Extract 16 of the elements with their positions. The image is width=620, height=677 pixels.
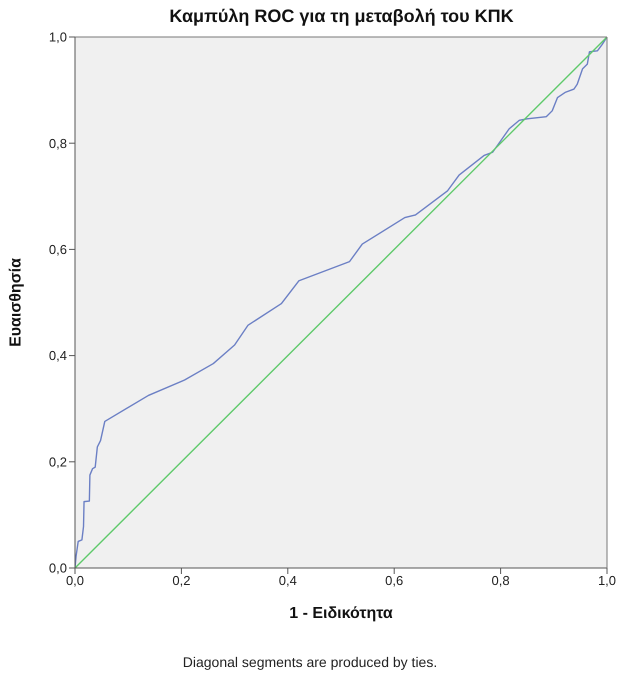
y-tick-label: 0,8 xyxy=(48,136,67,151)
x-tick-label: 0,6 xyxy=(385,573,404,588)
y-tick-label: 1,0 xyxy=(48,30,67,45)
y-tick-label: 0,0 xyxy=(48,560,67,576)
y-tick-label: 0,2 xyxy=(48,454,67,470)
x-tick-label: 0,0 xyxy=(66,573,84,588)
text: Diagonal segments are produced by ties. xyxy=(182,654,438,670)
y-tick-label: 0,4 xyxy=(48,348,67,364)
x-tick-label: 1,0 xyxy=(598,573,616,588)
chart-title: Καμπύλη ROC για τη μεταβολή του ΚΠΚ xyxy=(168,6,515,27)
y-axis-title: Ευαισθησία xyxy=(8,258,25,347)
x-tick-label: 0,8 xyxy=(492,573,510,588)
y-tick-label: 0,6 xyxy=(48,242,67,258)
x-tick-label: 0,2 xyxy=(172,573,190,588)
x-tick-label: 0,4 xyxy=(278,573,297,588)
x-axis-title: 1 - Ειδικότητα xyxy=(289,605,393,622)
